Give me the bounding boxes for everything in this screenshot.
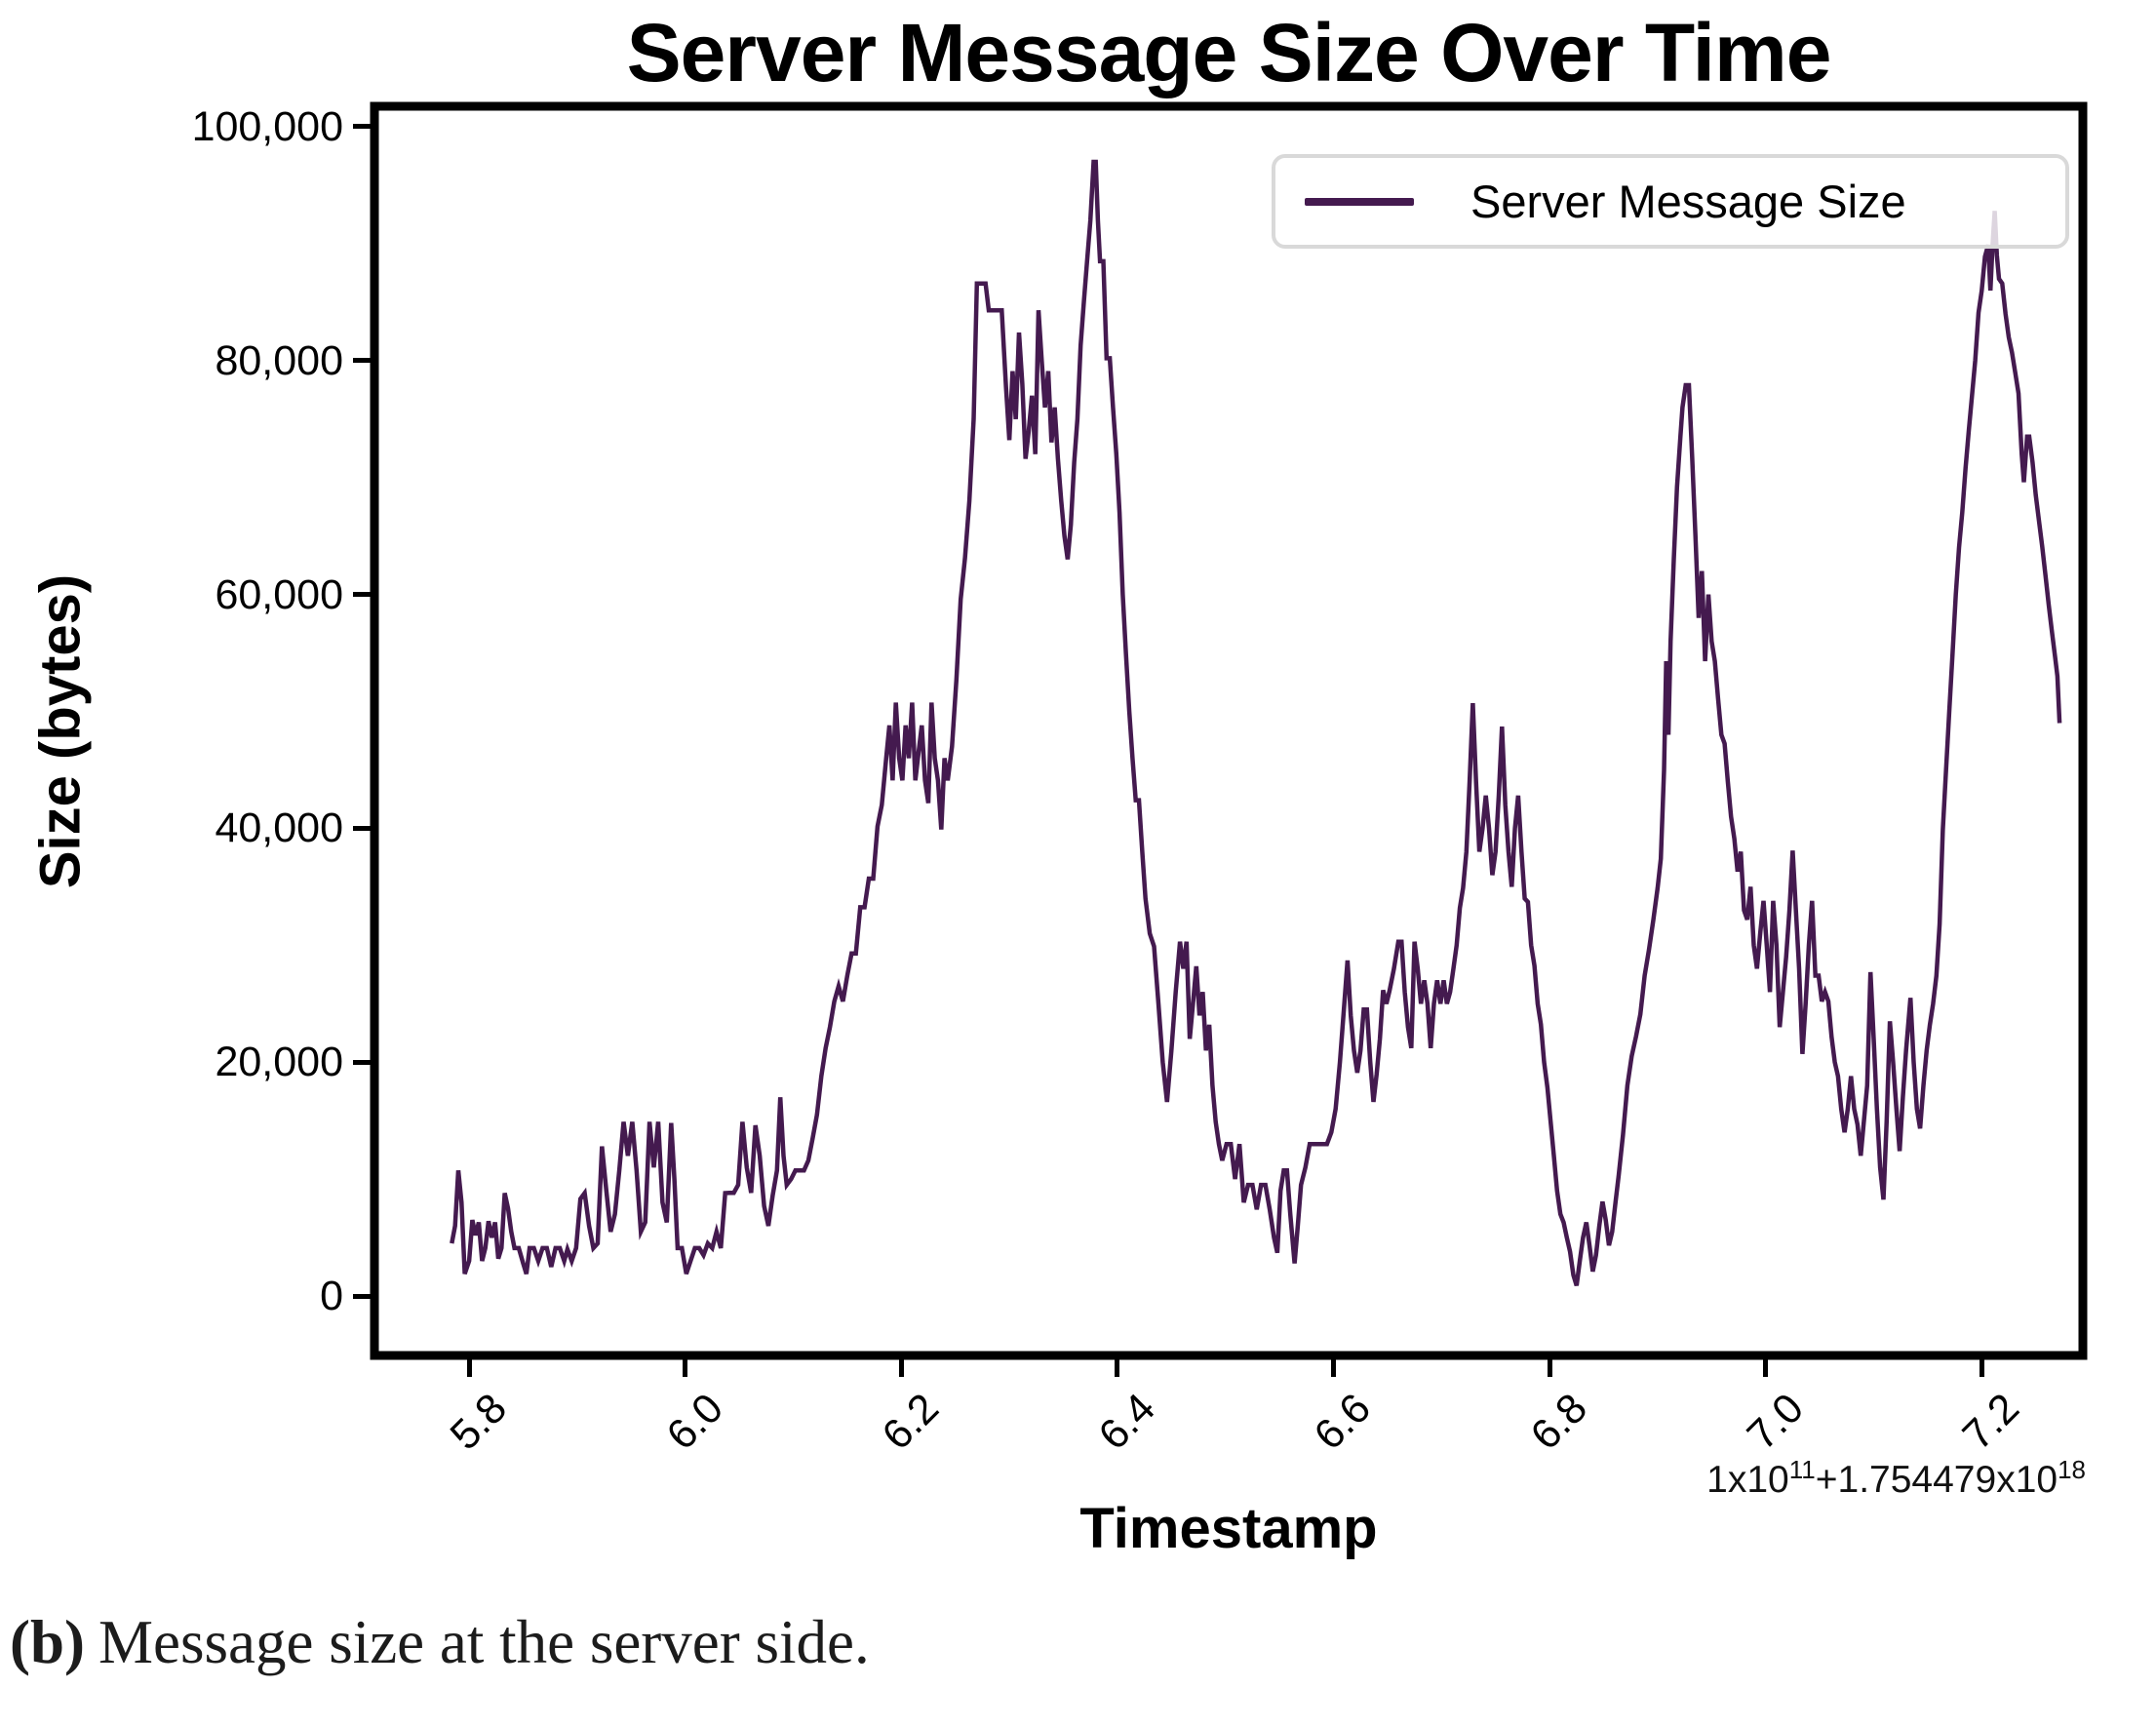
offset-base-1: 1x10 (1706, 1459, 1789, 1501)
y-tick-label: 60,000 (215, 570, 343, 618)
offset-exp-2: 18 (2058, 1455, 2086, 1484)
x-tick-mark (898, 1355, 904, 1377)
x-tick-label: 5.8 (441, 1385, 516, 1460)
x-tick-label: 7.0 (1738, 1385, 1813, 1460)
offset-base-2: +1.754479x10 (1815, 1459, 2058, 1501)
y-tick-label: 0 (320, 1273, 343, 1320)
x-tick-label: 6.6 (1306, 1385, 1381, 1460)
y-tick-mark (353, 358, 374, 364)
caption-text: Message size at the server side. (98, 1608, 870, 1676)
x-tick-mark (1763, 1355, 1769, 1377)
series-line (450, 159, 2062, 1286)
offset-exp-1: 11 (1788, 1455, 1816, 1484)
x-tick-mark (1979, 1355, 1984, 1377)
y-tick-mark (353, 124, 374, 130)
x-tick-mark (1547, 1355, 1552, 1377)
y-tick-mark (353, 825, 374, 831)
legend-line-sample-icon (1305, 197, 1414, 206)
chart-title: Server Message Size Over Time (626, 7, 1832, 98)
x-tick-label: 7.2 (1954, 1385, 2029, 1460)
y-tick-label: 20,000 (215, 1039, 343, 1086)
x-tick-mark (466, 1355, 472, 1377)
x-tick-mark (683, 1355, 688, 1377)
x-axis-offset-text: 1x1011+1.754479x1018 (1706, 1457, 2086, 1502)
y-tick-mark (353, 592, 374, 598)
axes-frame (370, 101, 2088, 1360)
x-tick-mark (1330, 1355, 1336, 1377)
caption-marker: (b) (10, 1608, 85, 1676)
x-tick-label: 6.4 (1089, 1385, 1164, 1460)
x-tick-label: 6.0 (657, 1385, 732, 1460)
x-tick-mark (1115, 1355, 1120, 1377)
y-tick-label: 100,000 (191, 102, 343, 150)
y-tick-mark (353, 1059, 374, 1065)
x-tick-label: 6.8 (1521, 1385, 1597, 1460)
y-tick-label: 80,000 (215, 336, 343, 384)
plot-area (370, 101, 2088, 1360)
y-tick-label: 40,000 (215, 805, 343, 852)
figure-caption: (b) Message size at the server side. (10, 1607, 870, 1678)
x-tick-label: 6.2 (873, 1385, 949, 1460)
legend-label: Server Message Size (1470, 176, 1906, 227)
y-tick-mark (353, 1293, 374, 1299)
x-axis-title: Timestamp (1079, 1497, 1378, 1560)
legend: Server Message Size (1272, 154, 2069, 249)
